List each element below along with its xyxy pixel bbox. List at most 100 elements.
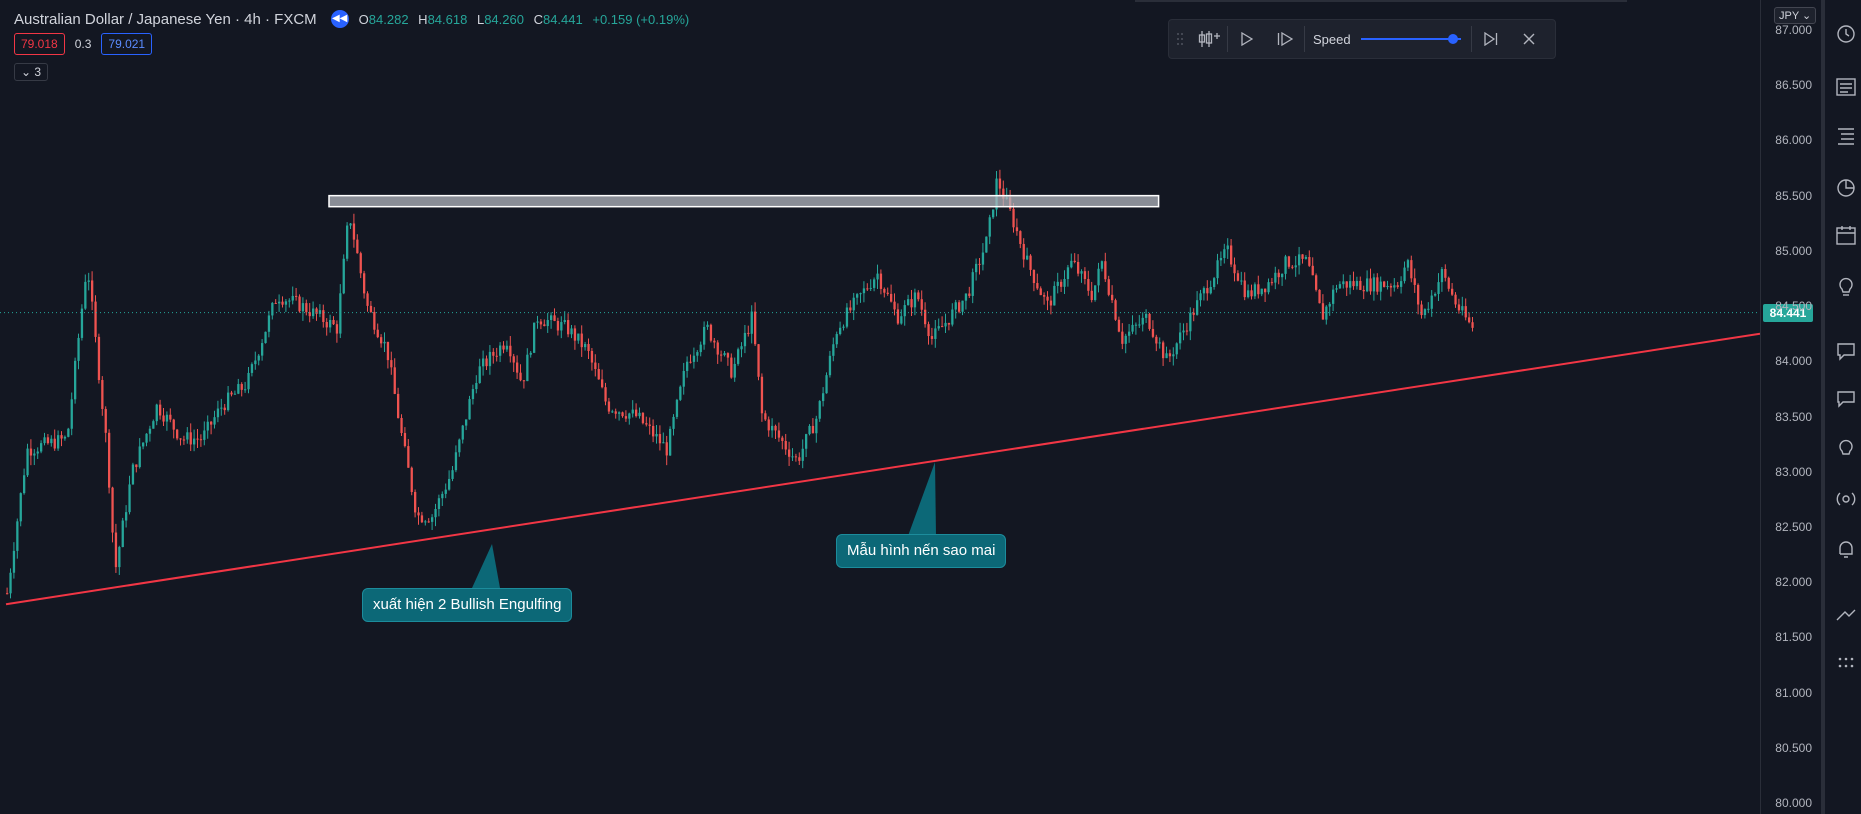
candle-body <box>237 384 240 394</box>
candle-body <box>519 372 522 381</box>
bell-icon[interactable] <box>1835 538 1857 560</box>
candle-body <box>573 328 577 341</box>
candle-body <box>135 464 138 468</box>
chart-legend: Australian Dollar / Japanese Yen · 4h · … <box>14 10 689 28</box>
candle-body <box>298 296 301 312</box>
candle-body <box>981 252 985 265</box>
streams-icon[interactable] <box>1835 488 1857 510</box>
candle-body <box>777 430 781 438</box>
candle-body <box>308 312 311 317</box>
candle-body <box>1277 272 1280 278</box>
callout-bullish-engulfing[interactable]: xuất hiện 2 Bullish Engulfing <box>362 588 573 622</box>
support-trendline[interactable] <box>5 332 1760 606</box>
candle-body <box>46 437 50 444</box>
list-icon[interactable] <box>1835 124 1857 146</box>
candle-body <box>1372 277 1376 292</box>
select-bar-icon[interactable] <box>1191 20 1227 58</box>
drag-handle-icon[interactable] <box>1169 20 1191 58</box>
candle-body <box>43 437 46 444</box>
candle-body <box>1247 290 1250 298</box>
indicators-toggle[interactable]: ⌄ 3 <box>14 63 49 81</box>
trend-icon[interactable] <box>1835 604 1857 626</box>
candle-body <box>1461 306 1464 311</box>
candle-body <box>859 293 862 295</box>
candle-body <box>108 432 111 488</box>
candle-body <box>624 416 628 419</box>
watchlist-icon[interactable] <box>1835 76 1857 98</box>
messages-icon[interactable] <box>1835 388 1857 410</box>
currency-select[interactable]: JPY ⌄ <box>1774 7 1817 24</box>
lightbulb-icon[interactable] <box>1835 276 1857 298</box>
candle-body <box>893 301 896 310</box>
candle-body <box>536 321 539 323</box>
candle-body <box>386 341 390 361</box>
ideas-icon[interactable] <box>1835 438 1857 460</box>
candle-body <box>679 386 682 400</box>
candle-body <box>1219 257 1223 261</box>
candle-body <box>743 332 747 347</box>
candle-body <box>203 430 206 440</box>
candle-body <box>495 355 498 357</box>
candle-body <box>159 404 162 416</box>
candle-body <box>352 223 356 240</box>
candle-body <box>1087 279 1090 291</box>
candle-body <box>781 437 784 441</box>
more-dots-icon[interactable] <box>1835 652 1857 674</box>
chart-area[interactable]: Australian Dollar / Japanese Yen · 4h · … <box>0 0 1760 814</box>
candle-body <box>1114 300 1117 320</box>
candle-body <box>1073 260 1076 262</box>
candle-body <box>1406 260 1410 268</box>
candle-body <box>50 438 53 444</box>
resistance-zone[interactable] <box>328 194 1160 208</box>
sell-price-button[interactable]: 79.018 <box>14 33 65 55</box>
rewind-icon[interactable]: ◀◀ <box>330 10 349 28</box>
candle-body <box>291 295 294 301</box>
candle-body <box>1393 285 1396 288</box>
candle-body <box>233 393 237 395</box>
callout-morning-star[interactable]: Mẫu hình nến sao mai <box>836 534 1007 568</box>
candle-body <box>896 309 900 324</box>
candle-body <box>947 322 951 325</box>
speed-slider[interactable] <box>1360 32 1461 46</box>
candle-body <box>94 301 97 337</box>
candle-body <box>301 303 305 312</box>
candle-body <box>1301 254 1304 259</box>
candle-body <box>206 421 209 431</box>
bid-ask-panel: 79.018 0.3 79.021 <box>14 33 153 55</box>
price-tick: 82.000 <box>1775 575 1812 590</box>
candle-body <box>213 417 216 425</box>
candle-body <box>1077 261 1080 274</box>
toolbar-separator <box>1470 26 1472 52</box>
symbol-title[interactable]: Australian Dollar / Japanese Yen · 4h · … <box>14 10 317 28</box>
candle-body <box>57 435 60 449</box>
candle-body <box>512 356 515 363</box>
alarm-clock-icon[interactable] <box>1835 22 1857 44</box>
candle-body <box>876 273 879 280</box>
close-icon[interactable] <box>1510 20 1548 58</box>
candle-body <box>325 321 328 328</box>
last-price-tag: 84.441 <box>1763 303 1813 322</box>
candle-body <box>1233 264 1236 274</box>
candle-body <box>601 379 604 388</box>
price-tick: 84.500 <box>1775 299 1812 314</box>
price-chart[interactable] <box>0 0 1760 814</box>
calendar-icon[interactable] <box>1835 224 1857 246</box>
buy-price-button[interactable]: 79.021 <box>101 33 153 55</box>
candle-body <box>193 438 196 445</box>
play-icon[interactable] <box>1228 20 1266 58</box>
candle-body <box>1338 284 1342 289</box>
chat-icon[interactable] <box>1835 340 1857 362</box>
candle-body <box>1335 288 1338 290</box>
candle-body <box>1355 280 1359 287</box>
price-axis[interactable]: 84.441 87.000 86.500 86.000 85.500 85.000 84.… <box>1760 0 1822 814</box>
jump-to-realtime-icon[interactable] <box>1472 20 1510 58</box>
candle-body <box>499 345 502 356</box>
price-tick: 86.000 <box>1775 133 1812 148</box>
pie-chart-icon[interactable] <box>1835 176 1857 198</box>
step-forward-icon[interactable] <box>1266 20 1304 58</box>
candle-body <box>978 263 981 265</box>
candle-body <box>465 419 468 426</box>
candle-body <box>451 470 454 479</box>
speed-slider-knob[interactable] <box>1447 34 1458 44</box>
candle-body <box>828 355 832 376</box>
